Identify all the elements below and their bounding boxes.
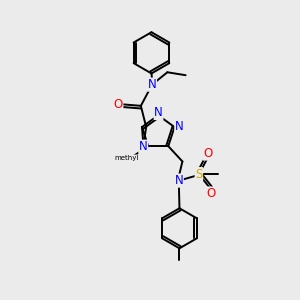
Text: N: N [154, 106, 163, 119]
Text: O: O [206, 187, 215, 200]
Text: S: S [195, 168, 203, 181]
Text: methyl: methyl [114, 155, 139, 161]
Text: N: N [175, 174, 183, 187]
Text: S: S [140, 141, 148, 154]
Text: N: N [139, 140, 148, 153]
Text: N: N [175, 120, 184, 133]
Text: N: N [148, 78, 156, 91]
Text: O: O [114, 98, 123, 111]
Text: O: O [203, 147, 212, 160]
